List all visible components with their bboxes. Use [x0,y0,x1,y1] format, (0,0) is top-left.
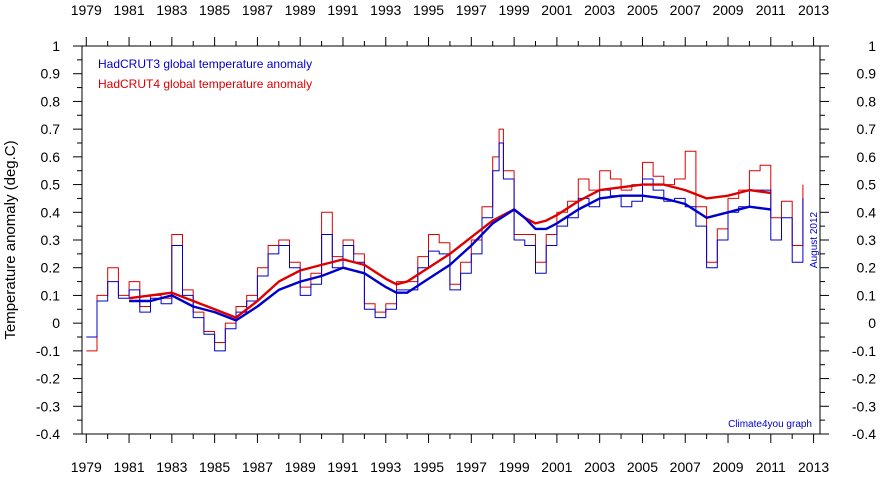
hadcrut3-monthly-line [86,142,804,352]
x-tick-label-top: 1983 [156,2,187,18]
x-tick-label-top: 2011 [756,2,786,18]
x-tick-label-bottom: 2009 [712,459,743,475]
x-tick-label-bottom: 2001 [541,459,572,475]
x-tick-label-bottom: 1997 [456,459,487,475]
x-tick-label-bottom: 2005 [627,459,658,475]
y-tick-label-left: 0 [52,315,60,331]
x-tick-label-top: 1989 [285,2,316,18]
y-tick-label-right: 0.8 [857,93,877,109]
x-tick-label-top: 2001 [541,2,572,18]
x-tick-label-top: 1985 [199,2,230,18]
x-tick-label-top: 1997 [456,2,487,18]
y-axis-label: Temperature anomaly (deg.C) [2,140,19,339]
x-tick-label-bottom: 1999 [499,459,530,475]
y-tick-label-left: -0.4 [36,426,60,442]
x-tick-label-bottom: 1987 [242,459,273,475]
y-tick-label-right: -0.4 [852,426,876,442]
legend-hadcrut4: HadCRUT4 global temperature anomaly [98,77,312,91]
y-tick-label-left: 0.7 [41,121,61,137]
y-tick-label-right: -0.1 [852,343,876,359]
x-tick-label-bottom: 2007 [670,459,701,475]
x-tick-label-bottom: 1995 [413,459,444,475]
series-layer [86,128,804,352]
x-tick-label-top: 1995 [413,2,444,18]
x-tick-label-bottom: 1985 [199,459,230,475]
y-tick-label-right: 0.7 [857,121,877,137]
y-tick-label-left: 0.1 [41,287,61,303]
credit-annotation: Climate4you graph [728,419,812,430]
x-tick-label-top: 1981 [113,2,144,18]
x-tick-label-bottom: 1991 [327,459,358,475]
x-tick-label-bottom: 1989 [285,459,316,475]
y-tick-label-right: 0.9 [857,66,877,82]
x-tick-label-top: 1987 [242,2,273,18]
y-tick-label-left: -0.3 [36,398,60,414]
y-tick-label-right: 0 [868,315,876,331]
hadcrut3-running-average-line [129,194,771,322]
y-axis-right-ticks: -0.4 -0.3 -0.2 -0.1 0 0.1 0.2 0.3 0.4 0.5 0.6 0.7 0.… [820,38,876,442]
x-axis-top-ticks: 1979 1981 1983 1985 1987 1989 1991 1993 1995 1997… [71,2,829,46]
x-tick-label-top: 1991 [327,2,358,18]
x-tick-label-top: 1993 [370,2,401,18]
y-tick-label-left: 0.3 [41,232,61,248]
y-tick-label-right: -0.3 [852,398,876,414]
x-tick-label-top: 2003 [584,2,615,18]
x-tick-label-top: 1999 [499,2,530,18]
y-tick-label-left: 0.6 [41,149,61,165]
x-tick-label-top: 1979 [71,2,102,18]
hadcrut4-running-average-line [128,183,771,319]
date-annotation: August 2012 [809,211,820,268]
y-axis-left-ticks: -0.4 -0.3 -0.2 -0.1 0 0.1 0.2 0.3 0.4 0.5 0.6 0.7 0.… [36,38,82,442]
x-tick-label-top: 2005 [627,2,658,18]
x-tick-label-bottom: 2013 [798,459,829,475]
y-tick-label-right: 0.6 [857,149,877,165]
y-tick-label-right: 0.4 [857,204,877,220]
x-tick-label-top: 2013 [798,2,829,18]
y-tick-label-left: 0.4 [41,204,61,220]
legend-hadcrut3: HadCRUT3 global temperature anomaly [98,57,312,71]
x-tick-label-bottom: 2011 [756,459,786,475]
x-tick-label-bottom: 1979 [71,459,102,475]
y-tick-label-right: -0.2 [852,371,876,387]
y-tick-label-right: 0.3 [857,232,877,248]
y-tick-label-left: 0.2 [41,260,61,276]
y-tick-label-left: 0.9 [41,66,61,82]
y-tick-label-right: 0.1 [857,287,877,303]
y-tick-label-left: -0.2 [36,371,60,387]
x-tick-label-bottom: 2003 [584,459,615,475]
plot-frame [81,45,821,435]
y-tick-label-left: -0.1 [36,343,60,359]
y-tick-label-left: 0.8 [41,93,61,109]
y-tick-label-right: 0.5 [857,177,877,193]
y-tick-label-right: 0.2 [857,260,877,276]
x-tick-label-bottom: 1981 [113,459,144,475]
x-tick-label-bottom: 1983 [156,459,187,475]
y-tick-label-left: 1 [52,38,60,54]
x-axis-bottom-ticks: 1979 1981 1983 1985 1987 1989 1991 1993 1995 1997… [71,434,829,475]
y-tick-label-right: 1 [868,38,876,54]
x-tick-label-top: 2007 [670,2,701,18]
x-tick-label-top: 2009 [712,2,743,18]
y-tick-label-left: 0.5 [41,177,61,193]
x-tick-label-bottom: 1993 [370,459,401,475]
